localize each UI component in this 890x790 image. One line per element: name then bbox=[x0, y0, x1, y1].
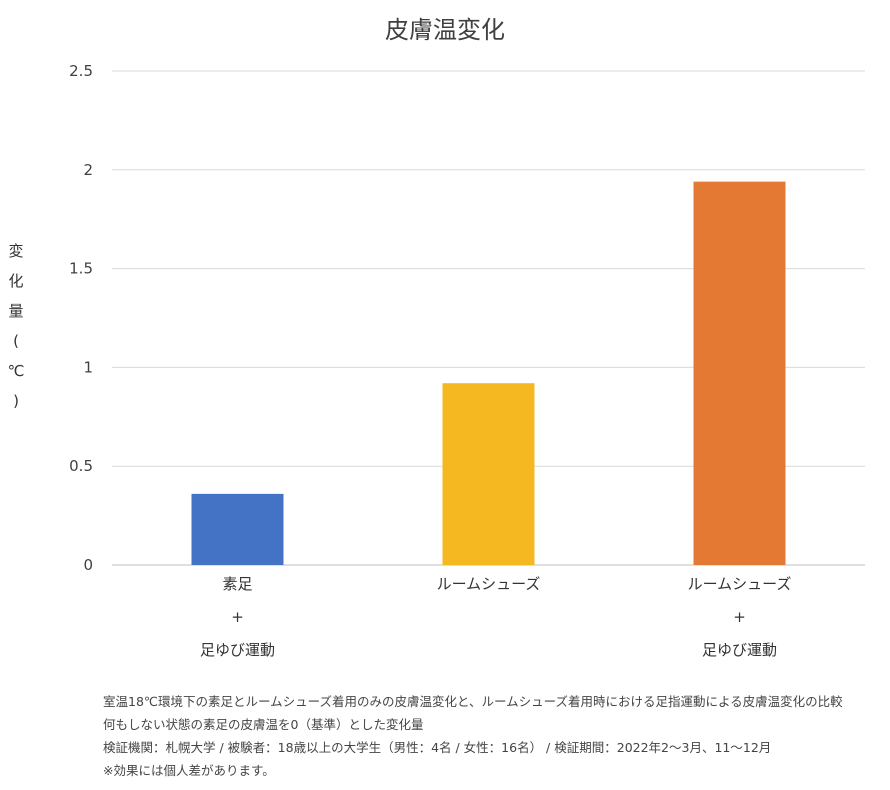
y-axis-label-char: ℃ bbox=[7, 362, 25, 380]
bar bbox=[442, 383, 535, 565]
bar bbox=[191, 493, 284, 565]
y-axis-label-char: ) bbox=[13, 392, 19, 410]
category-labels: 素足 + 足ゆび運動 ルームシューズ ルームシューズ + 足ゆび運動 bbox=[200, 575, 791, 659]
y-axis-label-char: 量 bbox=[8, 302, 24, 320]
category-label: + bbox=[733, 608, 746, 626]
y-tick-label: 2 bbox=[83, 161, 93, 179]
y-tick-label: 0 bbox=[83, 556, 93, 574]
bar-chart: 0 0.5 1 1.5 2 2.5 素足 + 足ゆび運動 ルームシューズ ルームシューズ + 足ゆび運… bbox=[69, 62, 865, 659]
footnote-line: 室温18℃環境下の素足とルームシューズ着用のみの皮膚温変化と、ルームシューズ着用… bbox=[103, 694, 843, 709]
y-axis-label: 変化量 ( ℃) bbox=[6, 236, 26, 416]
category-label: ルームシューズ bbox=[688, 575, 792, 593]
category-label: 足ゆび運動 bbox=[702, 641, 777, 659]
chart-title: 皮膚温変化 bbox=[385, 16, 505, 44]
bar bbox=[693, 181, 786, 565]
bars bbox=[191, 181, 786, 565]
y-axis-label-char: 化 bbox=[8, 272, 24, 290]
y-tick-label: 1 bbox=[83, 358, 93, 376]
footnote-line: 検証機関：札幌大学 / 被験者：18歳以上の大学生（男性：4名 / 女性：16名… bbox=[103, 740, 772, 755]
y-axis-label-char: ( bbox=[13, 332, 19, 350]
y-tick-label: 2.5 bbox=[69, 62, 93, 80]
category-label: 足ゆび運動 bbox=[200, 641, 275, 659]
y-axis-label-char: 変 bbox=[8, 242, 24, 260]
category-label: 素足 bbox=[222, 575, 252, 593]
footnote-line: 何もしない状態の素足の皮膚温を0（基準）とした変化量 bbox=[103, 717, 424, 732]
footnotes: 室温18℃環境下の素足とルームシューズ着用のみの皮膚温変化と、ルームシューズ着用… bbox=[103, 690, 873, 782]
category-label: ルームシューズ bbox=[437, 575, 541, 593]
y-tick-labels: 0 0.5 1 1.5 2 2.5 bbox=[69, 62, 93, 574]
footnote-line: ※効果には個人差があります。 bbox=[103, 763, 275, 778]
category-label: + bbox=[231, 608, 244, 626]
y-tick-label: 1.5 bbox=[69, 260, 93, 278]
y-tick-label: 0.5 bbox=[69, 457, 93, 475]
